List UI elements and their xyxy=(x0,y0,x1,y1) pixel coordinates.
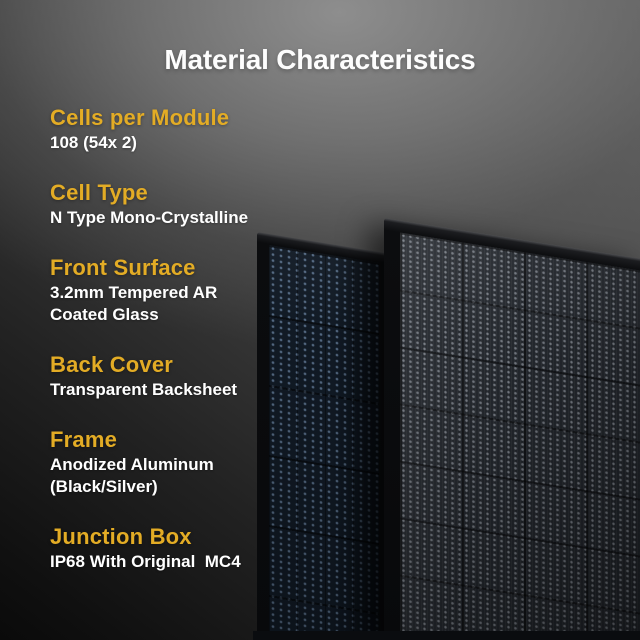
spec-value: Coated Glass xyxy=(50,305,159,324)
spec-section-junction-box: Junction Box IP68 With Original MC4 xyxy=(50,523,248,573)
spec-section-frame: Frame Anodized Aluminum (Black/Silver) xyxy=(50,426,248,498)
spec-value: 108 (54x 2) xyxy=(50,133,137,152)
spec-value: Transparent Backsheet xyxy=(50,380,238,399)
spec-heading: Junction Box xyxy=(50,524,192,549)
spec-heading: Back Cover xyxy=(50,352,174,377)
spec-value: IP68 With Original MC4 xyxy=(50,552,241,571)
spec-section-cell-type: Cell Type N Type Mono-Crystalline xyxy=(50,179,248,229)
spec-section-front-surface: Front Surface 3.2mm Tempered AR Coated G… xyxy=(50,254,248,326)
solar-panel-back-image xyxy=(257,232,387,640)
spec-heading: Cell Type xyxy=(50,180,148,205)
panel-base-strip xyxy=(253,631,640,640)
spec-section-cells-per-module: Cells per Module 108 (54x 2) xyxy=(50,104,248,154)
solar-cells-texture-front xyxy=(400,232,640,640)
solar-cells-texture-back xyxy=(269,244,379,640)
spec-heading: Frame xyxy=(50,427,118,452)
spec-value: (Black/Silver) xyxy=(50,477,158,496)
spec-list: Cells per Module 108 (54x 2) Cell Type N… xyxy=(50,104,248,598)
spec-value: Anodized Aluminum xyxy=(50,455,214,474)
spec-value: 3.2mm Tempered AR xyxy=(50,283,218,302)
spec-heading: Cells per Module xyxy=(50,105,230,130)
spec-section-back-cover: Back Cover Transparent Backsheet xyxy=(50,351,248,401)
solar-panel-front-image xyxy=(384,218,640,640)
spec-heading: Front Surface xyxy=(50,255,196,280)
page-title: Material Characteristics xyxy=(164,44,476,75)
spec-value: N Type Mono-Crystalline xyxy=(50,208,249,227)
